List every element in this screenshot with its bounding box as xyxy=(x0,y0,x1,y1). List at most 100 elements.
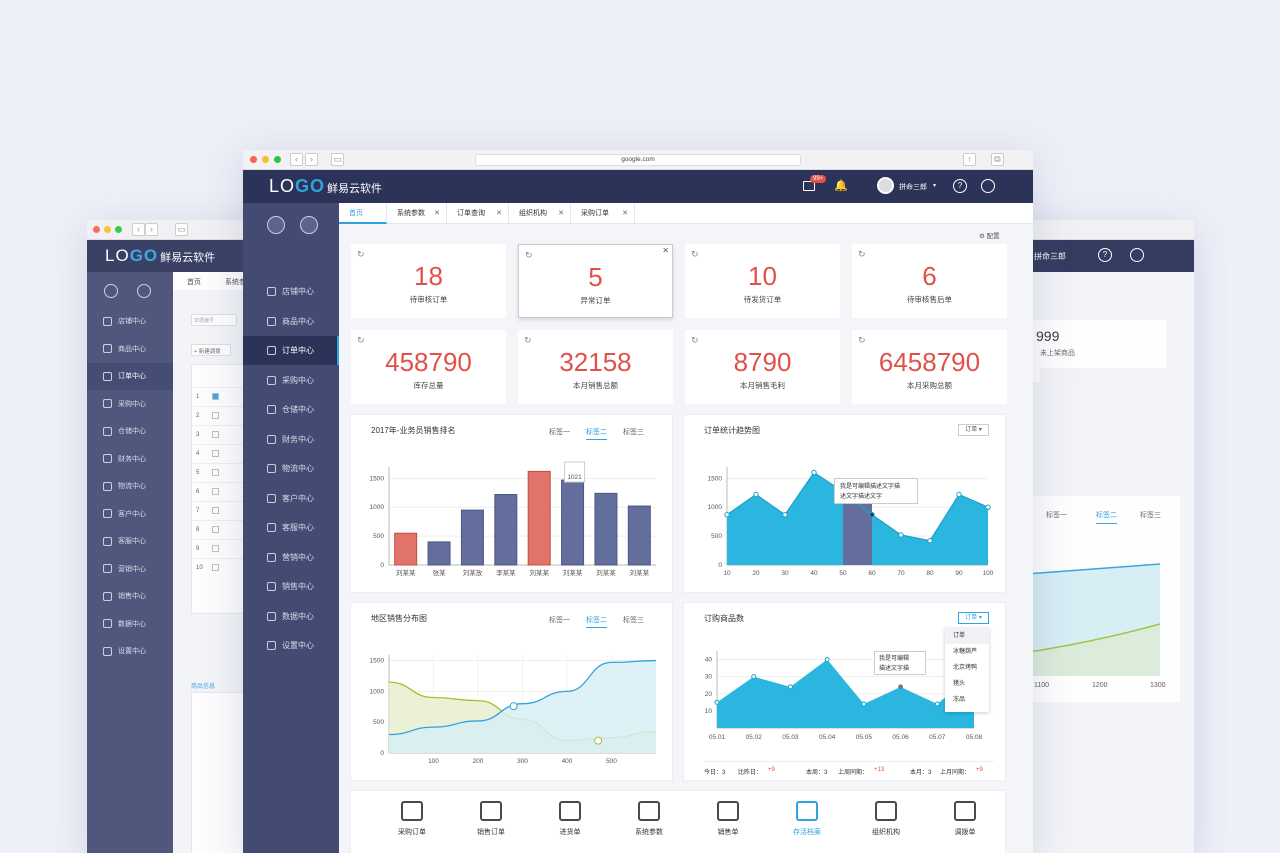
checkbox[interactable] xyxy=(212,450,219,457)
checkbox[interactable] xyxy=(212,469,219,476)
dropdown-option[interactable]: 冰糖葫芦 xyxy=(953,649,978,655)
checkbox[interactable] xyxy=(212,431,219,438)
close-icon[interactable]: ✕ xyxy=(496,210,502,217)
add-button[interactable]: + 新建调拨 xyxy=(191,344,231,356)
table-row[interactable]: 2 xyxy=(192,406,282,425)
sidebar-item[interactable]: 数据中心 xyxy=(87,611,173,638)
avatar[interactable] xyxy=(877,177,894,194)
sidebar-item[interactable]: 设置中心 xyxy=(243,631,339,660)
table-row[interactable]: 6 xyxy=(192,482,282,501)
kpi-card[interactable]: ↻ 18 待审核订单 xyxy=(351,244,506,318)
sidebar-item[interactable]: 订单中心 xyxy=(87,363,173,390)
quick-access-item[interactable]: 系统参数 xyxy=(624,801,674,837)
table-row[interactable]: 10 xyxy=(192,558,282,577)
dropdown-option[interactable]: 猪头 xyxy=(953,681,966,687)
help-icon[interactable]: ? xyxy=(953,179,967,193)
kpi-card[interactable]: ↻ 10 待发货订单 xyxy=(685,244,840,318)
quick-access-item[interactable]: 销售订单 xyxy=(466,801,516,837)
sidebar-item[interactable]: 物流中心 xyxy=(243,454,339,483)
dropdown-option[interactable]: 北京烤鸭 xyxy=(953,665,978,671)
sidebar-item[interactable]: 店铺中心 xyxy=(87,308,173,335)
tab[interactable]: 系统参数 ✕ xyxy=(387,203,447,224)
sidebar-item[interactable]: 客服中心 xyxy=(243,513,339,542)
address-bar[interactable]: google.com xyxy=(475,154,801,166)
checkbox[interactable] xyxy=(212,507,219,514)
table-row[interactable]: 5 xyxy=(192,463,282,482)
expand-icon[interactable] xyxy=(267,216,285,234)
tab[interactable]: 采购订单 ✕ xyxy=(571,203,635,224)
sidebar-item[interactable]: 客户中心 xyxy=(87,501,173,528)
table-row[interactable]: 4 xyxy=(192,444,282,463)
tab[interactable]: 组织机构 ✕ xyxy=(509,203,571,224)
dropdown-option[interactable]: 冻品 xyxy=(953,697,966,703)
tabs-icon[interactable]: ⧉ xyxy=(991,153,1004,166)
sidebar-item[interactable]: 财务中心 xyxy=(243,425,339,454)
minimize-dot[interactable] xyxy=(262,156,269,163)
sidebar-item[interactable]: 商品中心 xyxy=(243,307,339,336)
sidebar-item[interactable]: 仓储中心 xyxy=(87,418,173,445)
quick-access-item[interactable]: 组织机构 xyxy=(861,801,911,837)
sidebar-item[interactable]: 客户中心 xyxy=(243,484,339,513)
chevron-down-icon[interactable]: ▾ xyxy=(933,183,937,189)
checkbox[interactable] xyxy=(212,488,219,495)
checkbox[interactable] xyxy=(212,412,219,419)
table-row[interactable]: 8 xyxy=(192,520,282,539)
sidebar-item[interactable]: 营销中心 xyxy=(87,556,173,583)
share-icon[interactable]: ↑ xyxy=(963,153,976,166)
help-icon[interactable]: ? xyxy=(1098,248,1112,262)
kpi-card[interactable]: ↻ 6 待审核售后单 xyxy=(852,244,1007,318)
checkbox[interactable] xyxy=(212,393,219,400)
quick-access-item[interactable]: 调拨单 xyxy=(940,801,990,837)
sidebar-item[interactable]: 采购中心 xyxy=(87,391,173,418)
close-icon[interactable]: ✕ xyxy=(558,210,564,217)
sidebar-item[interactable]: 销售中心 xyxy=(87,583,173,610)
sidebar-item[interactable]: 商品中心 xyxy=(87,336,173,363)
refresh-icon[interactable]: ↻ xyxy=(858,335,866,345)
close-dot[interactable] xyxy=(250,156,257,163)
config-button[interactable]: ⚙ 配置 xyxy=(979,233,1000,240)
sidebar-item[interactable]: 营销中心 xyxy=(243,543,339,572)
order-select[interactable]: 订单 ▾ xyxy=(958,424,989,436)
table-row[interactable]: 3 xyxy=(192,425,282,444)
sidebar-item[interactable]: 物流中心 xyxy=(87,473,173,500)
sidebar-item[interactable]: 客服中心 xyxy=(87,528,173,555)
quick-access-item[interactable]: 销售单 xyxy=(703,801,753,837)
refresh-icon[interactable]: ↻ xyxy=(691,249,699,259)
quick-access-item[interactable]: 存活档案 xyxy=(782,801,832,837)
filter-select[interactable]: 单据编号 xyxy=(191,314,237,326)
quick-access-item[interactable]: 采购订单 xyxy=(387,801,437,837)
tab[interactable]: 订单查询 ✕ xyxy=(447,203,509,224)
sidebar-item[interactable]: 设置中心 xyxy=(87,638,173,665)
support-icon[interactable] xyxy=(1130,248,1144,262)
table-row[interactable]: 7 xyxy=(192,501,282,520)
support-icon[interactable] xyxy=(981,179,995,193)
kpi-card[interactable]: ↻ 5 异常订单 ✕ xyxy=(518,244,673,318)
order-select[interactable]: 订单 ▾ xyxy=(958,612,989,624)
refresh-icon[interactable]: ↻ xyxy=(858,249,866,259)
user-name[interactable]: 拼命三郎 xyxy=(899,184,927,191)
checkbox[interactable] xyxy=(212,564,219,571)
sidebar-item[interactable]: 订单中心 xyxy=(243,336,339,365)
checkbox[interactable] xyxy=(212,545,219,552)
bell-icon[interactable]: 🔔 xyxy=(834,180,848,192)
close-icon[interactable]: ✕ xyxy=(434,210,440,217)
back-nav-button[interactable]: ‹ xyxy=(290,153,303,166)
sidebar-item[interactable]: 仓储中心 xyxy=(243,395,339,424)
grid-icon[interactable] xyxy=(300,216,318,234)
checkbox[interactable] xyxy=(212,526,219,533)
kpi-card[interactable]: ↻ 6458790 本月采购总额 xyxy=(852,330,1007,404)
maximize-dot[interactable] xyxy=(274,156,281,163)
close-icon[interactable]: ✕ xyxy=(662,246,669,255)
sidebar-item[interactable]: 财务中心 xyxy=(87,446,173,473)
forward-nav-button[interactable]: › xyxy=(305,153,318,166)
sidebar-item[interactable]: 店铺中心 xyxy=(243,277,339,306)
refresh-icon[interactable]: ↻ xyxy=(524,335,532,345)
kpi-card[interactable]: ↻ 458790 库存总量 xyxy=(351,330,506,404)
dropdown-option[interactable]: 订单 xyxy=(945,628,989,644)
sidebar-toggle-icon[interactable]: ▭ xyxy=(331,153,344,166)
chart-tabs[interactable]: 标签一 标签二 标签三 xyxy=(533,427,644,440)
kpi-card[interactable]: ↻ 8790 本月销售毛利 xyxy=(685,330,840,404)
chart-tabs[interactable]: 标签一 标签二 标签三 xyxy=(533,615,644,628)
kpi-card[interactable]: ↻ 32158 本月销售总额 xyxy=(518,330,673,404)
table-row[interactable]: 1 xyxy=(192,387,282,406)
